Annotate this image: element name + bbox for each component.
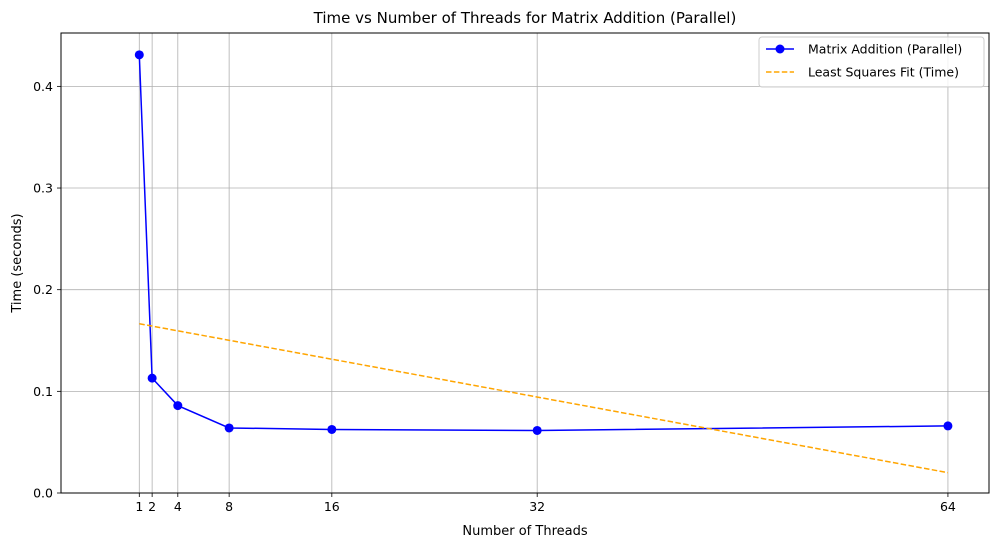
legend-label-series-0: Matrix Addition (Parallel) <box>808 42 962 57</box>
y-axis-label: Time (seconds) <box>10 213 25 313</box>
legend-marker-series-0 <box>775 44 785 54</box>
data-point <box>532 425 542 435</box>
tick-layer: 1 2 4 8 16 32 64 0.0 0.1 0.2 0.3 0.4 <box>33 79 956 514</box>
x-tick-label: 32 <box>529 499 545 514</box>
series-line-0 <box>138 54 948 432</box>
x-tick-label: 4 <box>174 499 182 514</box>
grid-layer <box>61 33 989 494</box>
legend-label-series-1: Least Squares Fit (Time) <box>808 65 959 80</box>
legend-box <box>758 36 985 88</box>
x-axis-label: Number of Threads <box>462 524 587 539</box>
series-line-1 <box>139 323 949 474</box>
data-point <box>327 424 337 434</box>
legend: Matrix Addition (Parallel) Least Squares… <box>758 36 985 88</box>
x-tick-label: 2 <box>148 499 156 514</box>
data-point <box>147 373 157 383</box>
data-point <box>943 421 953 431</box>
x-tick-label: 8 <box>225 499 233 514</box>
y-tick-label: 0.4 <box>33 79 53 94</box>
x-tick-label: 1 <box>135 499 143 514</box>
series-layer <box>134 50 953 474</box>
chart-title: Time vs Number of Threads for Matrix Add… <box>313 9 737 27</box>
y-tick-label: 0.2 <box>33 282 53 297</box>
y-tick-label: 0.0 <box>33 486 53 501</box>
plot-area-frame <box>60 32 990 494</box>
y-tick-label: 0.1 <box>33 384 53 399</box>
data-point <box>134 50 144 60</box>
x-tick-label: 64 <box>940 499 956 514</box>
y-tick-label: 0.3 <box>33 181 53 196</box>
data-point <box>224 423 234 433</box>
data-point <box>173 401 183 411</box>
x-tick-label: 16 <box>324 499 340 514</box>
